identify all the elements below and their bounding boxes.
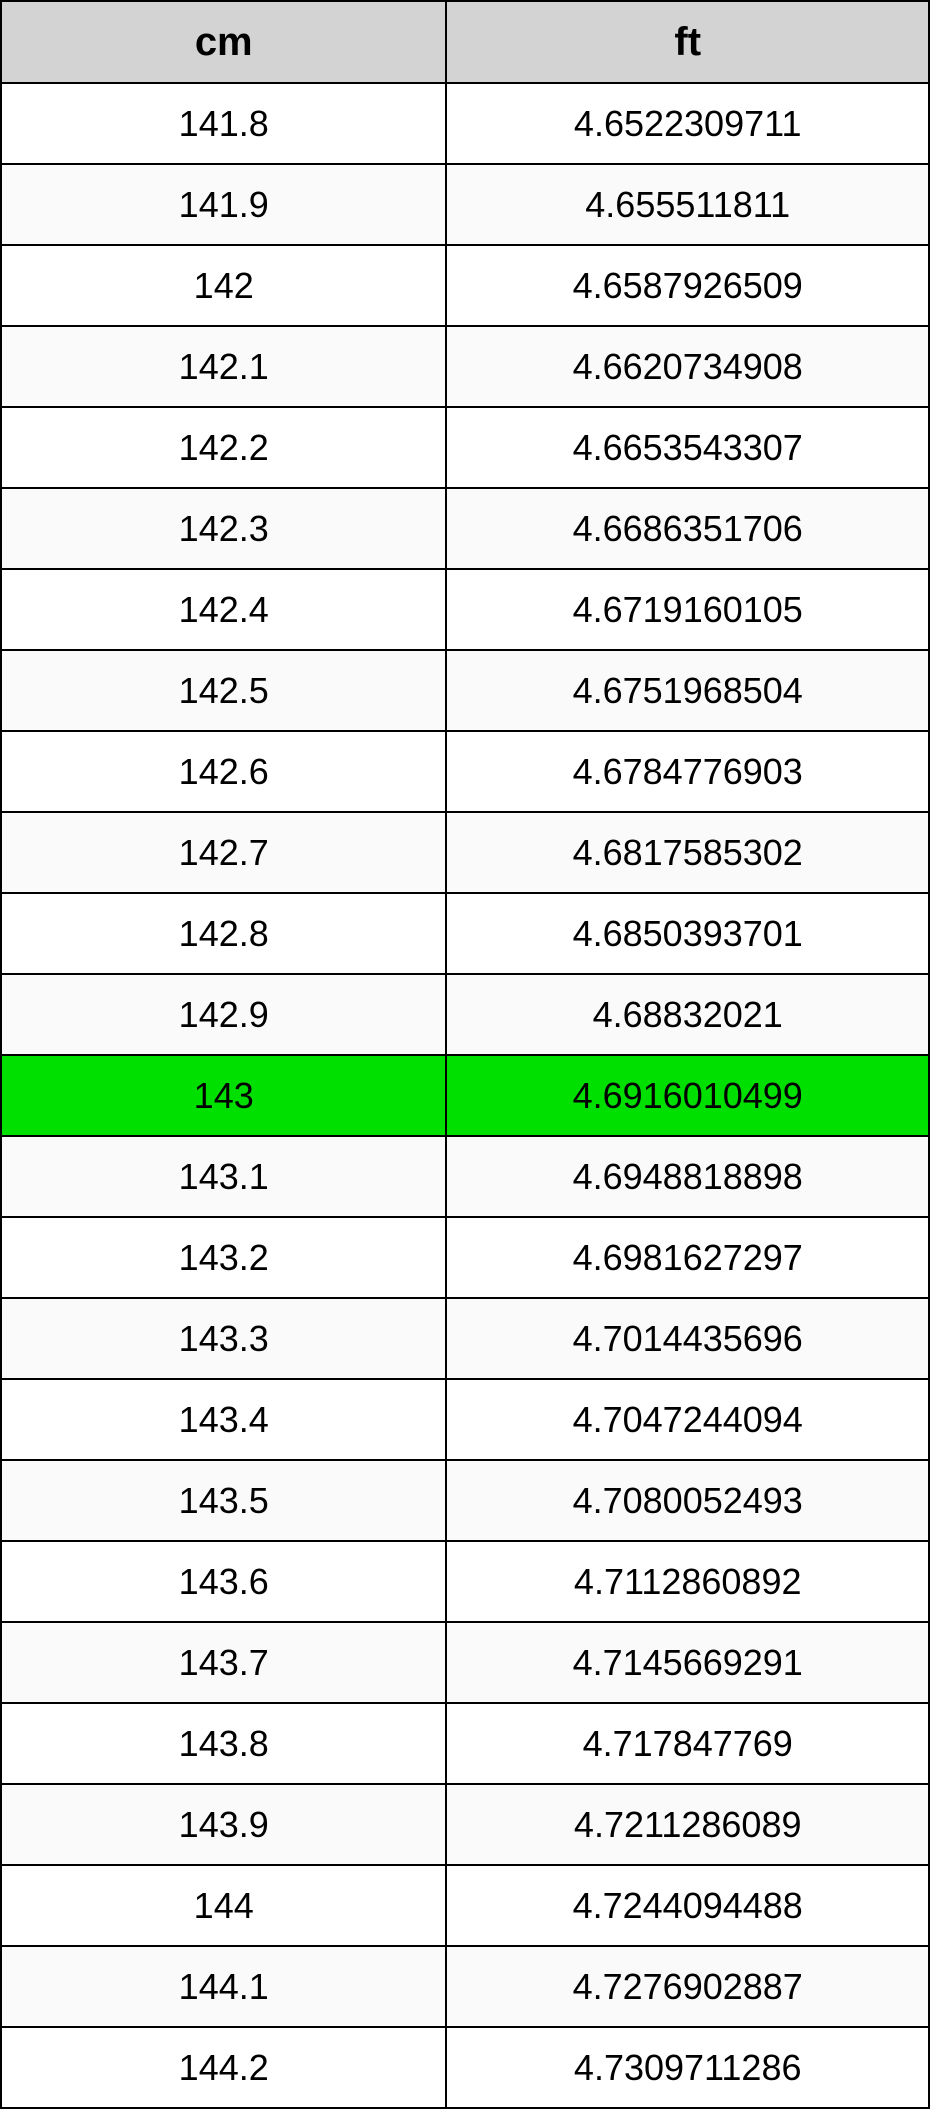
cell-cm: 143.1 <box>1 1136 446 1217</box>
cell-ft: 4.6653543307 <box>446 407 929 488</box>
cell-cm: 143.2 <box>1 1217 446 1298</box>
cell-cm: 142.8 <box>1 893 446 974</box>
table-row: 142.94.68832021 <box>1 974 929 1055</box>
table-row: 143.84.717847769 <box>1 1703 929 1784</box>
cell-ft: 4.6850393701 <box>446 893 929 974</box>
table-row: 143.54.7080052493 <box>1 1460 929 1541</box>
table-row: 142.24.6653543307 <box>1 407 929 488</box>
table-row: 144.24.7309711286 <box>1 2027 929 2108</box>
table-row: 143.64.7112860892 <box>1 1541 929 1622</box>
table-row: 1424.6587926509 <box>1 245 929 326</box>
table-row: 143.14.6948818898 <box>1 1136 929 1217</box>
cell-ft: 4.7112860892 <box>446 1541 929 1622</box>
cell-cm: 142 <box>1 245 446 326</box>
table-row: 143.94.7211286089 <box>1 1784 929 1865</box>
cell-cm: 143.9 <box>1 1784 446 1865</box>
table-row: 144.14.7276902887 <box>1 1946 929 2027</box>
cell-cm: 143.4 <box>1 1379 446 1460</box>
table-row: 142.14.6620734908 <box>1 326 929 407</box>
cell-cm: 144 <box>1 1865 446 1946</box>
cell-ft: 4.7047244094 <box>446 1379 929 1460</box>
cell-ft: 4.6522309711 <box>446 83 929 164</box>
cell-ft: 4.655511811 <box>446 164 929 245</box>
cell-ft: 4.7080052493 <box>446 1460 929 1541</box>
table-row: 141.94.655511811 <box>1 164 929 245</box>
table-row: 142.54.6751968504 <box>1 650 929 731</box>
cell-cm: 142.2 <box>1 407 446 488</box>
cell-ft: 4.7014435696 <box>446 1298 929 1379</box>
cell-cm: 144.2 <box>1 2027 446 2108</box>
cell-ft: 4.68832021 <box>446 974 929 1055</box>
cell-ft: 4.6817585302 <box>446 812 929 893</box>
cell-cm: 142.3 <box>1 488 446 569</box>
cell-ft: 4.6948818898 <box>446 1136 929 1217</box>
cell-cm: 141.9 <box>1 164 446 245</box>
table-row: 143.74.7145669291 <box>1 1622 929 1703</box>
cell-ft: 4.6981627297 <box>446 1217 929 1298</box>
cell-cm: 143.5 <box>1 1460 446 1541</box>
table-row: 143.44.7047244094 <box>1 1379 929 1460</box>
column-header-ft: ft <box>446 1 929 83</box>
column-header-cm: cm <box>1 1 446 83</box>
cell-ft: 4.6916010499 <box>446 1055 929 1136</box>
cell-cm: 143.3 <box>1 1298 446 1379</box>
cell-cm: 141.8 <box>1 83 446 164</box>
cell-cm: 143 <box>1 1055 446 1136</box>
cell-ft: 4.7309711286 <box>446 2027 929 2108</box>
table-row: 143.24.6981627297 <box>1 1217 929 1298</box>
cell-cm: 142.6 <box>1 731 446 812</box>
cell-cm: 142.5 <box>1 650 446 731</box>
table-row: 142.64.6784776903 <box>1 731 929 812</box>
table-row: 1434.6916010499 <box>1 1055 929 1136</box>
cell-ft: 4.6686351706 <box>446 488 929 569</box>
cell-cm: 142.7 <box>1 812 446 893</box>
cell-cm: 143.7 <box>1 1622 446 1703</box>
table-body: 141.84.6522309711141.94.6555118111424.65… <box>1 83 929 2108</box>
cell-ft: 4.717847769 <box>446 1703 929 1784</box>
table-row: 143.34.7014435696 <box>1 1298 929 1379</box>
table-row: 142.84.6850393701 <box>1 893 929 974</box>
cell-ft: 4.6719160105 <box>446 569 929 650</box>
cell-cm: 143.6 <box>1 1541 446 1622</box>
cell-ft: 4.6620734908 <box>446 326 929 407</box>
cell-cm: 143.8 <box>1 1703 446 1784</box>
cell-cm: 142.4 <box>1 569 446 650</box>
cell-cm: 142.1 <box>1 326 446 407</box>
cell-ft: 4.7145669291 <box>446 1622 929 1703</box>
cell-ft: 4.7244094488 <box>446 1865 929 1946</box>
table-row: 142.44.6719160105 <box>1 569 929 650</box>
cell-cm: 142.9 <box>1 974 446 1055</box>
table-row: 1444.7244094488 <box>1 1865 929 1946</box>
table-header-row: cm ft <box>1 1 929 83</box>
table-row: 142.34.6686351706 <box>1 488 929 569</box>
cell-ft: 4.6784776903 <box>446 731 929 812</box>
cell-ft: 4.7211286089 <box>446 1784 929 1865</box>
table-row: 142.74.6817585302 <box>1 812 929 893</box>
cell-cm: 144.1 <box>1 1946 446 2027</box>
cell-ft: 4.6587926509 <box>446 245 929 326</box>
table-row: 141.84.6522309711 <box>1 83 929 164</box>
cell-ft: 4.7276902887 <box>446 1946 929 2027</box>
conversion-table: cm ft 141.84.6522309711141.94.6555118111… <box>0 0 930 2109</box>
cell-ft: 4.6751968504 <box>446 650 929 731</box>
